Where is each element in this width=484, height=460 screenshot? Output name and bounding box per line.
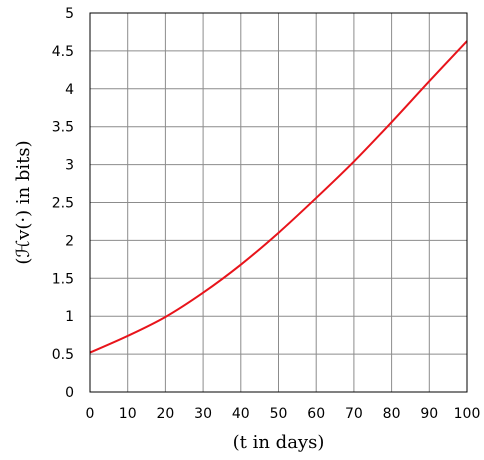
x-tick-label: 70 [345,406,363,422]
x-tick-label: 90 [420,406,438,422]
x-tick-label: 60 [307,406,325,422]
x-tick-label: 10 [119,406,137,422]
x-tick-labels: 0 10 20 30 40 50 60 70 80 90 100 [86,406,481,422]
x-tick-label: 100 [454,406,481,422]
x-tick-label: 0 [86,406,95,422]
y-tick-label: 1.5 [52,271,74,287]
x-axis-label: (t in days) [233,432,325,453]
series-line-0 [89,40,468,354]
plot-frame [89,12,468,393]
y-tick-label: 1 [65,309,74,325]
x-tick-label: 50 [270,406,288,422]
y-tick-label: 4 [65,82,74,98]
y-tick-labels: 0 0.5 1 1.5 2 2.5 3 3.5 4 4.5 5 [52,6,74,401]
y-tick-label: 3 [65,158,74,174]
y-tick-label: 3.5 [52,120,74,136]
y-tick-label: 0 [65,385,74,401]
x-tick-label: 40 [232,406,250,422]
x-tick-label: 20 [156,406,174,422]
y-tick-label: 4.5 [52,44,74,60]
grid [89,12,468,393]
series-layer [89,40,468,354]
y-tick-label: 2 [65,233,74,249]
x-tick-label: 30 [194,406,212,422]
y-axis-label: (ℋv(·) in bits) [13,140,34,264]
x-tick-label: 80 [383,406,401,422]
y-tick-label: 2.5 [52,196,74,212]
y-tick-label: 5 [65,6,74,22]
y-tick-label: 0.5 [52,347,74,363]
